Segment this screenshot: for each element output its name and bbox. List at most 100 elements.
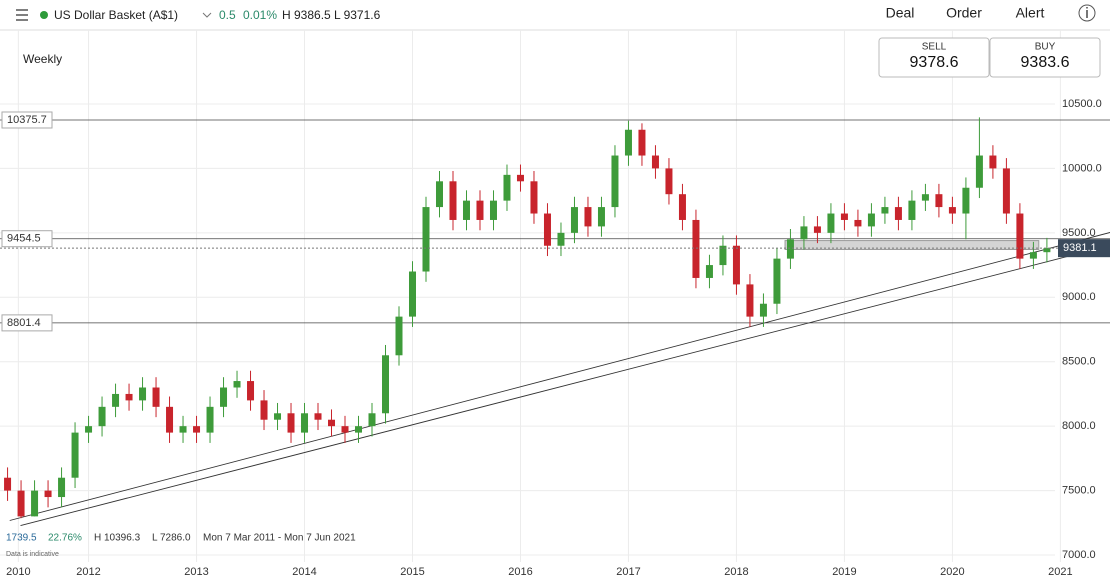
- day-high: H 9386.5: [282, 8, 331, 22]
- candle-body: [921, 194, 929, 201]
- x-tick-label: 2012: [76, 566, 100, 578]
- x-tick-label: 2021: [1048, 566, 1072, 578]
- level-label-box: [1, 230, 53, 248]
- sell-price[interactable]: 9378.6: [910, 54, 959, 71]
- candle-body: [989, 155, 997, 169]
- candle-body: [881, 207, 889, 214]
- candle-body: [813, 226, 821, 233]
- candle-body: [44, 490, 52, 498]
- y-tick-label: 10000.0: [1062, 162, 1102, 174]
- candle-body: [719, 245, 727, 266]
- candle-body: [867, 213, 875, 227]
- candle-body: [368, 413, 376, 427]
- stat: L 7286.0: [152, 533, 191, 544]
- candle-body: [98, 406, 106, 427]
- candle-body: [638, 129, 646, 156]
- chevron[interactable]: [202, 12, 212, 18]
- candle-body: [408, 271, 416, 317]
- y-tick-label: 10500.0: [1062, 98, 1102, 110]
- y-tick-label: 9500.0: [1062, 227, 1096, 239]
- candle-body: [489, 200, 497, 220]
- candle-body: [692, 219, 700, 278]
- interval: Weekly: [23, 52, 62, 66]
- candle-body: [1002, 168, 1010, 214]
- candle-body: [827, 213, 835, 233]
- buy-price[interactable]: 9383.6: [1021, 54, 1070, 71]
- stat: Mon 7 Mar 2011 - Mon 7 Jun 2021: [203, 533, 356, 544]
- candle-body: [382, 355, 390, 414]
- candle-body: [152, 387, 160, 407]
- candle-body: [530, 181, 538, 214]
- menu-deal[interactable]: Deal: [886, 5, 915, 21]
- sell-button[interactable]: [878, 37, 990, 78]
- candle-body: [705, 265, 713, 278]
- header-bar: [0, 0, 1110, 30]
- x-tick-label: 2010: [6, 566, 30, 578]
- candle-body: [786, 239, 794, 259]
- stat: H 10396.3: [94, 533, 141, 544]
- candle-body: [328, 419, 336, 427]
- current-price-box: [1058, 239, 1110, 258]
- candle-body: [503, 174, 511, 201]
- candle-body: [557, 232, 565, 246]
- info-icon[interactable]: [1078, 4, 1096, 22]
- y-tick-label: 8000.0: [1062, 420, 1096, 432]
- level-label-box: [1, 314, 53, 332]
- candle-body: [287, 413, 295, 433]
- candle-body: [179, 426, 187, 433]
- x-tick-label: 2017: [616, 566, 640, 578]
- candle-body: [206, 406, 214, 433]
- candle-body: [678, 194, 686, 220]
- candle-body: [773, 258, 781, 304]
- candle-body: [341, 426, 349, 433]
- candle-body: [301, 413, 309, 433]
- menu-alert[interactable]: Alert: [1016, 5, 1045, 21]
- candle-body: [935, 194, 943, 208]
- candle-body: [543, 213, 551, 246]
- disclaimer: Data is indicative: [6, 551, 59, 558]
- candle-body: [220, 387, 228, 407]
- status-dot: [40, 11, 48, 19]
- y-tick-label: 9000.0: [1062, 291, 1096, 303]
- x-tick-label: 2014: [292, 566, 316, 578]
- candle-body: [962, 187, 970, 214]
- candle-body: [800, 226, 808, 240]
- candle-body: [624, 129, 632, 156]
- candle-body: [85, 426, 93, 433]
- candle-body: [462, 200, 470, 220]
- candle-body: [422, 207, 430, 272]
- candle-body: [854, 219, 862, 227]
- instrument-title[interactable]: US Dollar Basket (A$1): [54, 8, 178, 22]
- candle-body: [611, 155, 619, 208]
- level-label-box: [1, 111, 53, 129]
- x-tick-label: 2015: [400, 566, 424, 578]
- sell-label[interactable]: SELL: [922, 42, 947, 53]
- candle-body: [449, 181, 457, 220]
- menu-icon[interactable]: [16, 9, 28, 21]
- y-tick-label: 8500.0: [1062, 356, 1096, 368]
- candle-body: [260, 400, 268, 420]
- buy-label[interactable]: BUY: [1035, 42, 1056, 53]
- menu-order[interactable]: Order: [946, 5, 982, 21]
- candle-body: [71, 432, 79, 478]
- candle-body: [840, 213, 848, 220]
- candle-body: [166, 406, 174, 433]
- candle-body: [233, 381, 241, 388]
- candle-body: [665, 168, 673, 195]
- y-tick-label: 7500.0: [1062, 485, 1096, 497]
- candle-body: [516, 174, 524, 182]
- level-label: 10375.7: [7, 114, 47, 126]
- candle-body: [193, 426, 201, 433]
- support-zone: [784, 240, 1040, 250]
- x-tick-label: 2018: [724, 566, 748, 578]
- candle-body: [894, 207, 902, 220]
- candle-body: [1043, 248, 1051, 253]
- candle-body: [1029, 252, 1037, 259]
- change: 0.5: [219, 8, 236, 22]
- buy-button[interactable]: [989, 37, 1101, 78]
- candle-body: [139, 387, 147, 401]
- x-tick-label: 2019: [832, 566, 856, 578]
- stat: 22.76%: [48, 533, 82, 544]
- candle-body: [17, 490, 25, 517]
